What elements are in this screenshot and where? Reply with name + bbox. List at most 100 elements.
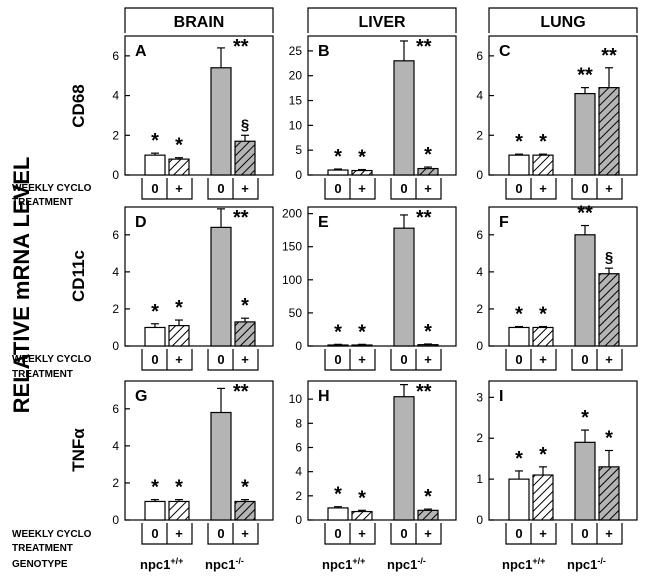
significance-label: **	[416, 381, 432, 403]
panel-frame	[124, 35, 274, 176]
panel-letter: I	[499, 388, 503, 405]
y-tick-label: 6	[112, 49, 119, 63]
bar	[234, 321, 256, 347]
panel-letter: G	[135, 388, 147, 405]
treatment-label-row1-line2: TREATMENT	[12, 197, 73, 208]
treatment-tick-label: +	[241, 526, 249, 541]
bar	[327, 344, 349, 347]
bar	[234, 140, 256, 176]
significance-label: *	[241, 295, 249, 317]
bar	[508, 326, 530, 347]
y-tick-label: 6	[112, 228, 119, 242]
y-tick-label: 2	[112, 302, 119, 316]
row-labels: CD68 CD11c TNFα	[69, 84, 88, 471]
treatment-tick-label: +	[241, 181, 249, 196]
treatment-tick-label: 0	[400, 526, 407, 541]
y-tick-label: 100	[282, 273, 302, 287]
treatment-tick-label: +	[539, 526, 547, 541]
bar	[210, 411, 232, 521]
y-axis-title: RELATIVE mRNA LEVEL	[9, 157, 34, 414]
bar	[168, 158, 190, 176]
y-tick-label: 4	[112, 439, 119, 453]
treatment-tick-label: 0	[151, 352, 158, 367]
bar	[532, 474, 554, 521]
significance-label: *	[539, 304, 547, 326]
bar	[532, 154, 554, 176]
bar	[574, 234, 596, 347]
significance-label: *	[581, 407, 589, 429]
treatment-label-row3-line2: TREATMENT	[12, 543, 73, 554]
bar	[234, 500, 256, 521]
bar	[351, 344, 373, 347]
bar	[168, 500, 190, 521]
bar	[144, 500, 166, 521]
y-tick-label: 0	[476, 513, 483, 527]
significance-label: **	[577, 65, 593, 87]
y-tick-label: 2	[476, 128, 483, 142]
y-tick-label: 2	[112, 128, 119, 142]
genotype-legend: npc1+/+ npc1-/- npc1+/+ npc1-/- npc1+/+ …	[140, 556, 606, 572]
significance-label: *	[241, 477, 249, 499]
y-tick-label: 1	[476, 472, 483, 486]
bar	[210, 67, 232, 176]
treatment-tick-label: +	[539, 181, 547, 196]
panel-frame	[124, 206, 274, 347]
y-tick-label: 0	[112, 339, 119, 353]
bar	[574, 92, 596, 176]
bar	[508, 154, 530, 176]
treatment-tick-label: 0	[515, 181, 522, 196]
y-tick-label: 2	[476, 431, 483, 445]
treatment-tick-label: 0	[151, 181, 158, 196]
y-tick-label: 4	[476, 265, 483, 279]
treatment-tick-label: 0	[581, 181, 588, 196]
significance-label: *	[424, 486, 432, 508]
treatment-tick-label: 0	[400, 352, 407, 367]
y-tick-label: 15	[289, 94, 303, 108]
significance-label: **	[416, 36, 432, 58]
bar	[168, 325, 190, 347]
treatment-tick-label: 0	[217, 181, 224, 196]
bar	[327, 507, 349, 521]
bar	[598, 87, 620, 176]
significance-label: **	[416, 207, 432, 229]
panel-letter: A	[135, 43, 147, 60]
y-tick-label: 6	[112, 402, 119, 416]
treatment-label-row2-line1: WEEKLY CYCLO	[12, 354, 92, 365]
panel-letter: B	[318, 43, 330, 60]
significance-label: *	[424, 321, 432, 343]
significance-label: *	[334, 321, 342, 343]
significance-label: §	[605, 249, 613, 266]
treatment-tick-label: +	[241, 352, 249, 367]
bar	[351, 510, 373, 521]
y-tick-label: 25	[289, 44, 303, 58]
significance-label: *	[539, 131, 547, 153]
panel-letter: F	[499, 214, 509, 231]
y-tick-label: 4	[112, 265, 119, 279]
panel-frame	[307, 380, 457, 521]
y-tick-label: 0	[295, 513, 302, 527]
significance-label: **	[233, 36, 249, 58]
y-tick-label: 0	[112, 513, 119, 527]
treatment-tick-label: 0	[334, 352, 341, 367]
row-label-cd11c: CD11c	[69, 250, 88, 302]
row-label-tnfa: TNFα	[69, 428, 88, 472]
significance-label: *	[175, 297, 183, 319]
significance-label: *	[515, 131, 523, 153]
y-tick-label: 20	[289, 69, 303, 83]
bar	[144, 326, 166, 347]
treatment-tick-label: 0	[581, 526, 588, 541]
y-tick-label: 3	[476, 390, 483, 404]
bar	[532, 326, 554, 347]
y-tick-label: 8	[295, 416, 302, 430]
panel-frame	[488, 35, 638, 176]
treatment-tick-label: 0	[151, 526, 158, 541]
genotype-wt-liver: npc1+/+	[322, 556, 365, 572]
panel-letter: E	[318, 214, 329, 231]
treatment-tick-label: 0	[581, 352, 588, 367]
